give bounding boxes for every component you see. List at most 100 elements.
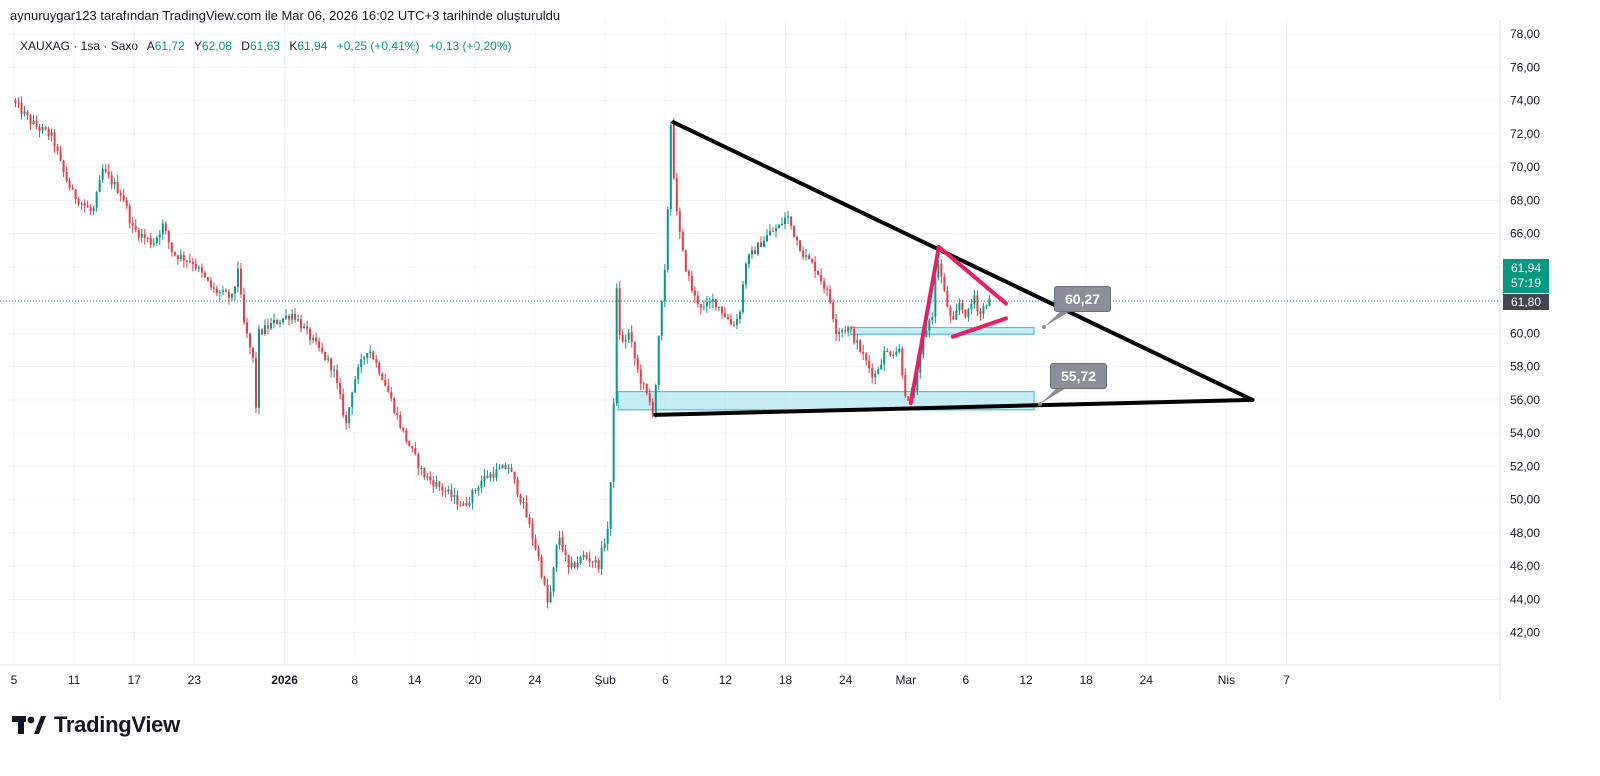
price-tick-label: 60,00 xyxy=(1510,326,1540,340)
candle-body xyxy=(260,329,263,334)
candle-body xyxy=(264,325,267,334)
price-tick-label: 56,00 xyxy=(1510,393,1540,407)
candlestick-series xyxy=(14,96,991,609)
candle-body xyxy=(949,306,952,317)
candle-body xyxy=(38,126,41,131)
candle-body xyxy=(182,254,185,261)
time-tick-label: 17 xyxy=(128,673,142,687)
time-tick-label: 2026 xyxy=(271,673,298,687)
candle-body xyxy=(20,102,23,115)
candle-body xyxy=(904,375,907,397)
candle-body xyxy=(669,125,672,210)
candle-body xyxy=(41,127,44,131)
last-price-badge: 61,94 57:19 xyxy=(1503,259,1549,293)
candle-body xyxy=(333,369,336,371)
open-value: 61,72 xyxy=(154,39,185,53)
candle-body xyxy=(435,482,438,487)
candle-body xyxy=(197,267,200,269)
time-tick-label: 6 xyxy=(963,673,970,687)
candle-body xyxy=(465,503,468,506)
price-tick-label: 66,00 xyxy=(1510,227,1540,241)
candle-body xyxy=(666,209,669,270)
candle-body xyxy=(348,407,351,424)
candle-body xyxy=(805,255,808,257)
price-tick-label: 74,00 xyxy=(1510,94,1540,108)
candle-body xyxy=(143,233,146,238)
candle-body xyxy=(248,333,251,348)
candle-body xyxy=(838,331,841,335)
callout-upper-level[interactable]: 60,27 xyxy=(1054,286,1112,312)
candle-body xyxy=(77,198,80,205)
snapshot-credit: aynuruygar123 tarafından TradingView.com… xyxy=(10,8,561,23)
candle-body xyxy=(339,383,342,395)
candle-body xyxy=(660,301,663,336)
time-tick-label: 12 xyxy=(719,673,733,687)
candle-body xyxy=(366,353,369,358)
candle-body xyxy=(612,403,615,482)
candle-body xyxy=(167,231,170,243)
candle-body xyxy=(898,348,901,353)
candle-body xyxy=(282,318,285,323)
callout-lower-level[interactable]: 55,72 xyxy=(1050,363,1108,389)
close-label: K xyxy=(289,39,298,53)
candle-body xyxy=(393,398,396,413)
time-tick-label: Nis xyxy=(1218,673,1235,687)
time-tick-label: 6 xyxy=(662,673,669,687)
candle-body xyxy=(820,274,823,282)
candle-body xyxy=(781,223,784,225)
time-tick-label: 8 xyxy=(351,673,358,687)
candle-body xyxy=(654,385,657,415)
candle-body xyxy=(164,223,167,232)
candle-body xyxy=(65,171,68,181)
candle-body xyxy=(732,324,735,326)
price-tick-label: 72,00 xyxy=(1510,127,1540,141)
candle-body xyxy=(59,150,62,161)
candle-body xyxy=(826,288,829,290)
candle-body xyxy=(188,261,191,263)
candle-body xyxy=(420,467,423,469)
candle-body xyxy=(89,207,92,212)
candle-body xyxy=(588,558,591,562)
candle-body xyxy=(615,288,618,404)
candle-body xyxy=(922,336,925,355)
candle-body xyxy=(645,383,648,394)
candle-body xyxy=(504,465,507,469)
candle-body xyxy=(988,298,991,306)
brand-name: TradingView xyxy=(54,712,180,737)
candle-body xyxy=(750,250,753,255)
pennant-line xyxy=(908,244,941,406)
candle-body xyxy=(567,554,570,568)
candle-body xyxy=(29,115,32,124)
candle-body xyxy=(267,325,270,329)
candle-body xyxy=(886,350,889,352)
candle-body xyxy=(155,237,158,244)
candle-body xyxy=(865,353,868,361)
candle-body xyxy=(847,327,850,332)
price-tick-label: 76,00 xyxy=(1510,60,1540,74)
time-axis: 5 11 17 23 2026 8 14 20 24 Şub 6 12 18 24 Mar 6 12 18 24 Ni… xyxy=(11,673,1291,687)
time-tick-label: 7 xyxy=(1283,673,1290,687)
candle-body xyxy=(453,495,456,497)
candle-body xyxy=(738,311,741,320)
candle-body xyxy=(901,348,904,376)
symbol-name[interactable]: XAUXAG · 1sa · Saxo xyxy=(20,39,139,53)
candle-body xyxy=(787,216,790,218)
candle-body xyxy=(471,489,474,503)
candle-body xyxy=(152,243,155,245)
lower-trendline xyxy=(653,397,1255,417)
candle-body xyxy=(417,454,420,469)
price-tick-label: 68,00 xyxy=(1510,193,1540,207)
candle-body xyxy=(324,351,327,360)
candle-body xyxy=(233,286,236,294)
candle-body xyxy=(627,332,630,340)
candle-body xyxy=(98,179,101,193)
candle-body xyxy=(934,277,937,317)
candle-body xyxy=(850,327,853,330)
candle-body xyxy=(769,231,772,236)
candle-body xyxy=(967,309,970,317)
candle-body xyxy=(209,280,212,288)
candle-body xyxy=(56,146,59,151)
candle-body xyxy=(444,490,447,492)
